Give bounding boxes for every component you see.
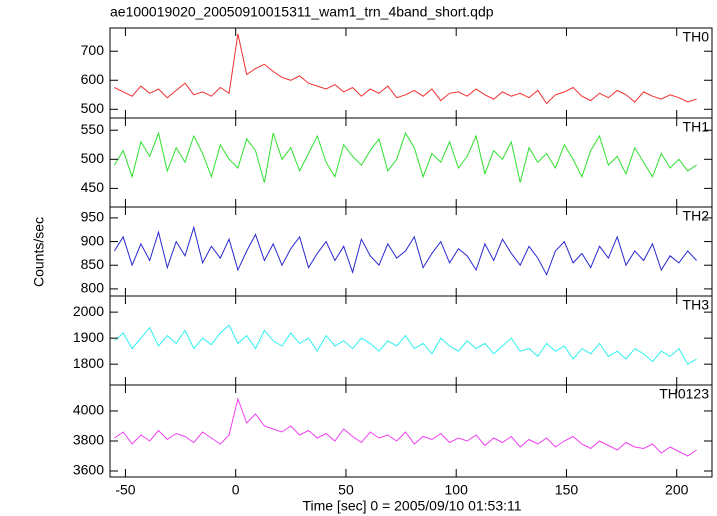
x-tick-label: 0 (232, 482, 240, 498)
y-tick-label: 1800 (73, 355, 104, 371)
panel-frame (109, 27, 713, 119)
light-curve (114, 397, 697, 457)
y-tick-label: 900 (81, 232, 105, 248)
panel-label: TH3 (683, 297, 710, 313)
y-tick-label: 850 (81, 256, 105, 272)
y-tick-label: 500 (81, 100, 105, 116)
light-curve (114, 324, 697, 365)
chart-title: ae100019020_20050910015311_wam1_trn_4ban… (110, 4, 494, 20)
y-tick-label: 2000 (73, 303, 104, 319)
x-tick-label: 100 (445, 482, 469, 498)
panel-frame (109, 384, 713, 478)
y-axis-label: Counts/sec (31, 217, 47, 287)
y-tick-label: 500 (81, 150, 105, 166)
panel-frame (109, 117, 713, 208)
panel-label: TH1 (683, 119, 710, 135)
y-tick-label: 550 (81, 121, 105, 137)
x-tick-label: 200 (665, 482, 689, 498)
y-tick-label: 700 (81, 42, 105, 58)
y-tick-label: 600 (81, 71, 105, 87)
y-tick-label: 800 (81, 280, 105, 296)
panel-label: TH2 (683, 208, 710, 224)
light-curve (113, 225, 697, 276)
y-tick-label: 3600 (73, 462, 104, 478)
x-axis-label: Time [sec] 0 = 2005/09/10 01:53:11 (302, 498, 521, 514)
y-tick-label: 3800 (73, 432, 104, 448)
light-curve (113, 131, 697, 183)
panel-label: TH0 (683, 29, 710, 45)
x-tick-label: -50 (115, 482, 135, 498)
y-tick-label: 950 (81, 209, 105, 225)
y-tick-label: 4000 (73, 402, 104, 418)
panel-label: TH0123 (659, 386, 709, 402)
light-curve (114, 33, 697, 105)
x-tick-label: 50 (338, 482, 354, 498)
x-tick-label: 150 (555, 482, 579, 498)
y-tick-label: 450 (81, 179, 105, 195)
y-tick-label: 1900 (73, 329, 104, 345)
